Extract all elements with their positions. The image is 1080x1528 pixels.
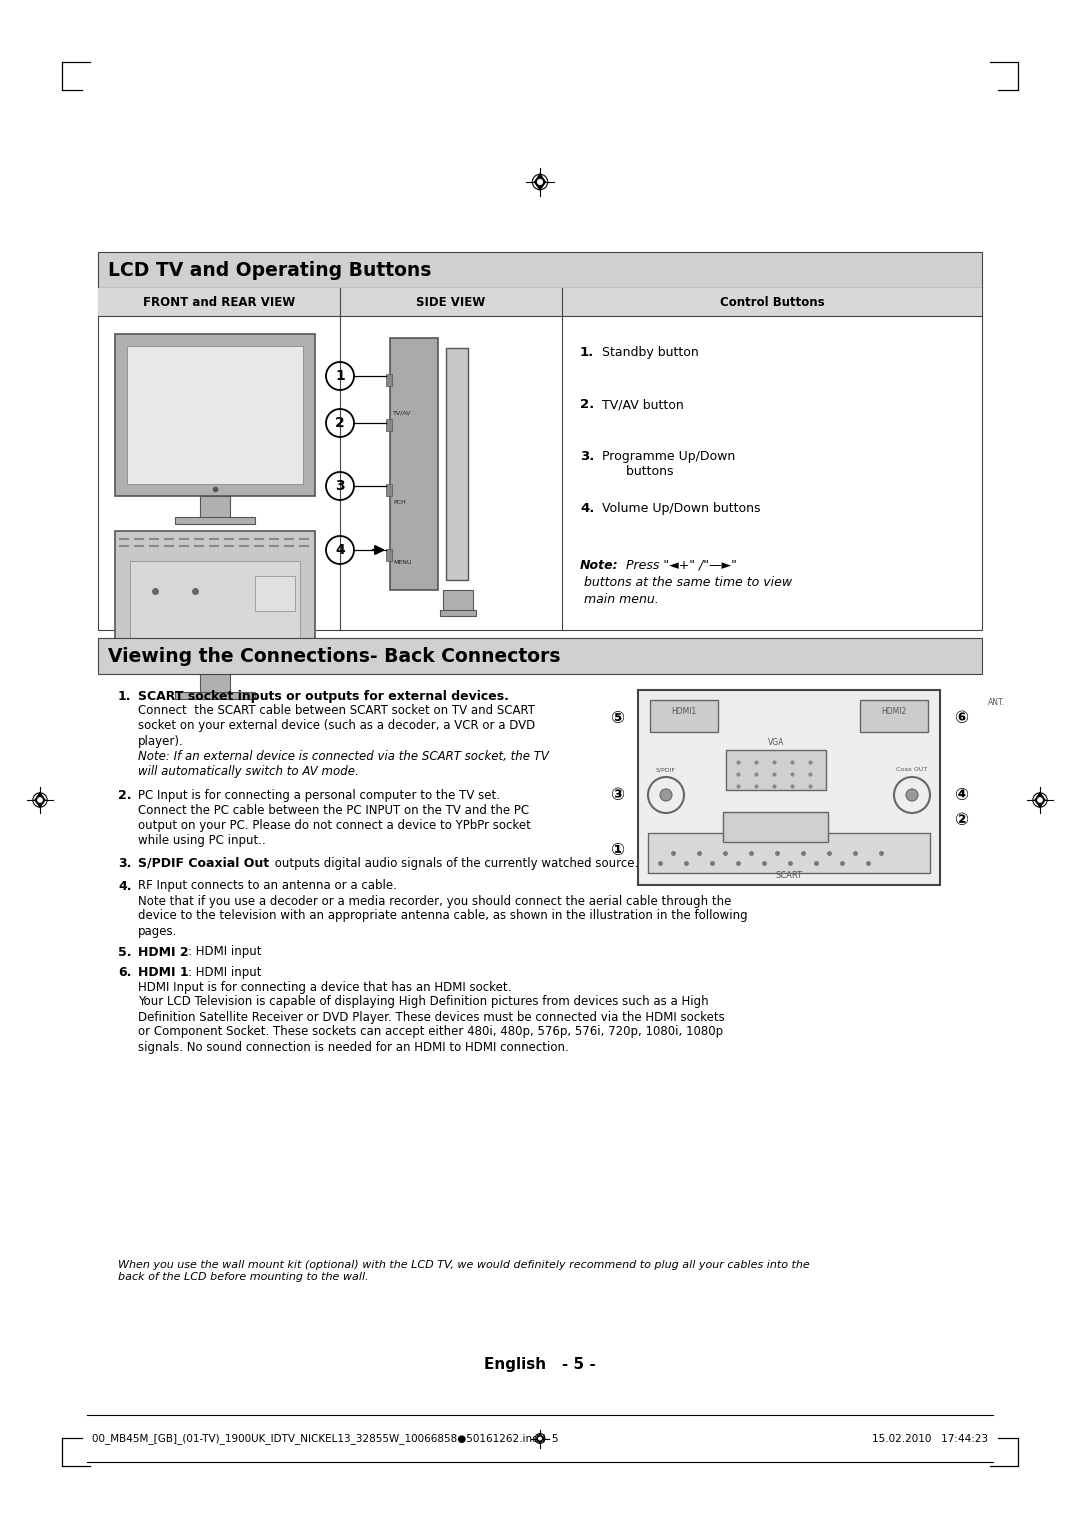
Bar xyxy=(638,691,940,885)
Text: MENU: MENU xyxy=(393,561,411,565)
Bar xyxy=(726,750,826,790)
Bar xyxy=(390,338,438,590)
Text: TV/AV: TV/AV xyxy=(393,411,411,416)
Text: Programme Up/Down
      buttons: Programme Up/Down buttons xyxy=(602,451,735,478)
Text: 3.: 3. xyxy=(580,451,594,463)
Text: ①: ① xyxy=(610,840,624,859)
Text: 4.: 4. xyxy=(580,503,594,515)
Text: Control Buttons: Control Buttons xyxy=(719,295,824,309)
Circle shape xyxy=(906,788,918,801)
Text: HDMI1: HDMI1 xyxy=(672,707,697,717)
Text: buttons at the same time to view: buttons at the same time to view xyxy=(580,576,792,588)
Text: 15.02.2010   17:44:23: 15.02.2010 17:44:23 xyxy=(872,1433,988,1444)
Polygon shape xyxy=(534,173,546,191)
Text: Coax OUT: Coax OUT xyxy=(896,767,928,772)
Bar xyxy=(98,287,982,630)
Text: RF Input connects to an antenna or a cable.
Note that if you use a decoder or a : RF Input connects to an antenna or a cab… xyxy=(138,880,747,938)
Bar xyxy=(175,516,255,524)
Text: 1.: 1. xyxy=(118,691,132,703)
Text: Viewing the Connections- Back Connectors: Viewing the Connections- Back Connectors xyxy=(108,646,561,666)
Text: : HDMI input: : HDMI input xyxy=(188,946,261,958)
Bar xyxy=(446,348,468,581)
Text: HDMI 2: HDMI 2 xyxy=(138,946,189,958)
Text: 3.: 3. xyxy=(118,857,132,869)
Text: HDMI Input is for connecting a device that has an HDMI socket.
Your LCD Televisi: HDMI Input is for connecting a device th… xyxy=(138,981,725,1053)
Text: Note: If an external device is connected via the SCART socket, the TV
will autom: Note: If an external device is connected… xyxy=(138,750,549,778)
Bar xyxy=(175,692,255,698)
Text: 3: 3 xyxy=(335,478,345,494)
Text: SIDE VIEW: SIDE VIEW xyxy=(417,295,486,309)
Bar xyxy=(114,335,315,497)
Bar xyxy=(443,590,473,610)
Text: ③: ③ xyxy=(610,785,624,804)
Text: 1: 1 xyxy=(335,368,345,384)
Bar xyxy=(118,651,312,663)
Text: ④: ④ xyxy=(954,785,968,804)
Text: HDMI 1: HDMI 1 xyxy=(138,966,189,979)
Text: ②: ② xyxy=(954,811,968,830)
Text: Note:: Note: xyxy=(580,559,619,571)
Bar xyxy=(200,671,230,694)
Text: English   - 5 -: English - 5 - xyxy=(484,1357,596,1372)
Circle shape xyxy=(37,798,43,802)
Bar xyxy=(98,252,982,287)
Text: outputs digital audio signals of the currently watched source.: outputs digital audio signals of the cur… xyxy=(271,857,638,869)
Bar xyxy=(130,561,300,656)
Polygon shape xyxy=(536,1433,544,1444)
Text: Volume Up/Down buttons: Volume Up/Down buttons xyxy=(602,503,760,515)
Text: ⑤: ⑤ xyxy=(610,709,624,727)
Bar xyxy=(127,345,303,484)
Text: 1.: 1. xyxy=(580,345,594,359)
Text: ⑥: ⑥ xyxy=(954,709,968,727)
Text: 4.: 4. xyxy=(118,880,132,892)
Bar xyxy=(255,576,295,611)
Text: Standby button: Standby button xyxy=(602,345,699,359)
Bar xyxy=(386,549,392,561)
Text: When you use the wall mount kit (optional) with the LCD TV, we would definitely : When you use the wall mount kit (optiona… xyxy=(118,1261,810,1282)
Text: 00_MB45M_[GB]_(01-TV)_1900UK_IDTV_NICKEL13_32855W_10066858●50161262.indd  5: 00_MB45M_[GB]_(01-TV)_1900UK_IDTV_NICKEL… xyxy=(92,1433,558,1444)
Bar xyxy=(386,484,392,497)
Text: LCD TV and Operating Buttons: LCD TV and Operating Buttons xyxy=(108,260,431,280)
Bar xyxy=(648,833,930,872)
Text: ANT.: ANT. xyxy=(988,698,1005,707)
Bar xyxy=(386,419,392,431)
Text: 2.: 2. xyxy=(118,788,132,802)
Polygon shape xyxy=(1035,792,1045,808)
Circle shape xyxy=(538,1436,542,1441)
Bar xyxy=(386,374,392,387)
Text: Connect  the SCART cable between SCART socket on TV and SCART
socket on your ext: Connect the SCART cable between SCART so… xyxy=(138,704,536,747)
Text: Press "◄+" /"—►": Press "◄+" /"—►" xyxy=(622,559,737,571)
Bar xyxy=(200,497,230,518)
Circle shape xyxy=(537,179,543,185)
Text: 2: 2 xyxy=(335,416,345,429)
Text: PCH: PCH xyxy=(393,501,406,506)
Polygon shape xyxy=(35,792,45,808)
Bar xyxy=(440,610,476,616)
Text: : HDMI input: : HDMI input xyxy=(188,966,261,979)
Bar xyxy=(650,700,718,732)
Text: VGA: VGA xyxy=(768,738,784,747)
Bar xyxy=(860,700,928,732)
Text: SCART: SCART xyxy=(775,871,802,880)
Text: 4: 4 xyxy=(335,542,345,558)
Text: 5.: 5. xyxy=(118,946,132,958)
Text: S/PDIF Coaxial Out: S/PDIF Coaxial Out xyxy=(138,857,269,869)
Text: TV/AV button: TV/AV button xyxy=(602,397,684,411)
Text: S/PDIF: S/PDIF xyxy=(656,767,676,772)
Bar xyxy=(114,532,315,671)
Text: SCART socket inputs or outputs for external devices.: SCART socket inputs or outputs for exter… xyxy=(138,691,509,703)
Text: 2.: 2. xyxy=(580,397,594,411)
Bar xyxy=(98,639,982,674)
Text: HDMI2: HDMI2 xyxy=(881,707,906,717)
Text: main menu.: main menu. xyxy=(580,593,659,607)
Circle shape xyxy=(660,788,672,801)
Bar xyxy=(723,811,828,842)
Text: 6.: 6. xyxy=(118,966,132,979)
Text: PC Input is for connecting a personal computer to the TV set.
Connect the PC cab: PC Input is for connecting a personal co… xyxy=(138,788,531,847)
Text: FRONT and REAR VIEW: FRONT and REAR VIEW xyxy=(143,295,295,309)
Circle shape xyxy=(1037,798,1043,802)
Bar xyxy=(98,287,982,316)
